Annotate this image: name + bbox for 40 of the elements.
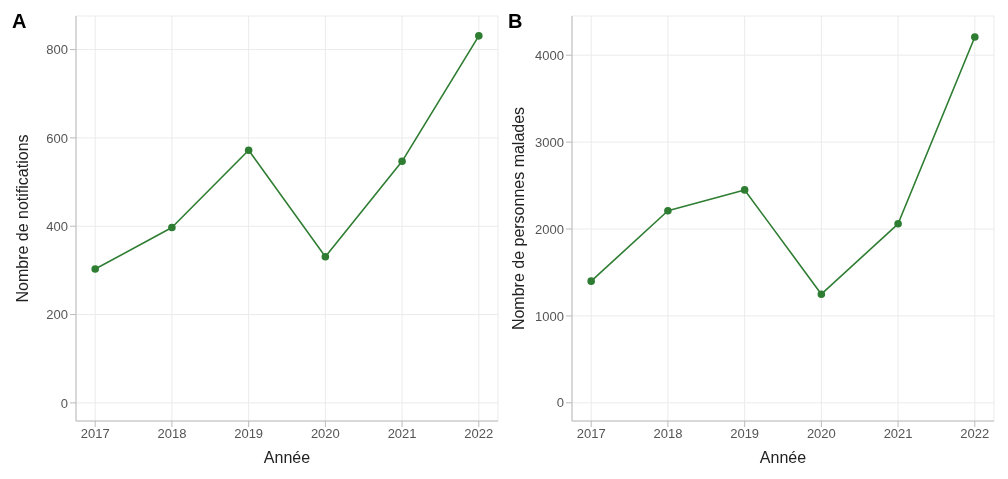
x-tick-label: 2022 — [960, 426, 990, 442]
x-tick-label: 2020 — [310, 426, 340, 442]
point — [817, 290, 826, 298]
point — [321, 252, 330, 261]
point — [587, 277, 595, 285]
x-axis-title: Année — [759, 449, 807, 466]
x-tick-label: 2021 — [883, 426, 913, 442]
point — [91, 265, 99, 273]
y-tick-label: 1000 — [535, 308, 564, 324]
x-tick-label: 2017 — [80, 426, 110, 442]
x-tick-label: 2022 — [464, 426, 494, 442]
point — [971, 33, 979, 41]
x-tick-label: 2021 — [387, 426, 417, 442]
point — [244, 146, 253, 155]
x-tick-label: 2017 — [576, 426, 606, 442]
point — [475, 32, 483, 40]
x-tick-label: 2020 — [806, 426, 836, 442]
chart-title: B — [508, 10, 523, 33]
x-tick-label: 2018 — [653, 426, 683, 442]
point — [894, 220, 902, 228]
y-tick-label: 4000 — [535, 47, 564, 63]
point — [664, 206, 672, 215]
y-axis-title: Nombre de notifications — [13, 134, 31, 303]
x-axis-title: Année — [263, 449, 311, 466]
y-tick-label: 2000 — [535, 221, 564, 237]
y-tick-label: 400 — [46, 218, 68, 234]
x-tick-label: 2019 — [730, 426, 760, 442]
point — [398, 157, 406, 166]
y-tick-label: 800 — [46, 42, 68, 58]
y-tick-label: 0 — [60, 395, 68, 411]
x-tick-label: 2019 — [234, 426, 264, 442]
x-tick-label: 2018 — [157, 426, 187, 442]
y-tick-label: 200 — [46, 307, 68, 323]
chart-title: A — [12, 10, 27, 33]
y-axis-title: Nombre de personnes malades — [509, 106, 527, 331]
y-tick-label: 600 — [46, 130, 68, 146]
point — [168, 223, 176, 232]
point — [740, 186, 749, 194]
y-tick-label: 0 — [556, 395, 564, 411]
y-tick-label: 3000 — [535, 134, 564, 150]
